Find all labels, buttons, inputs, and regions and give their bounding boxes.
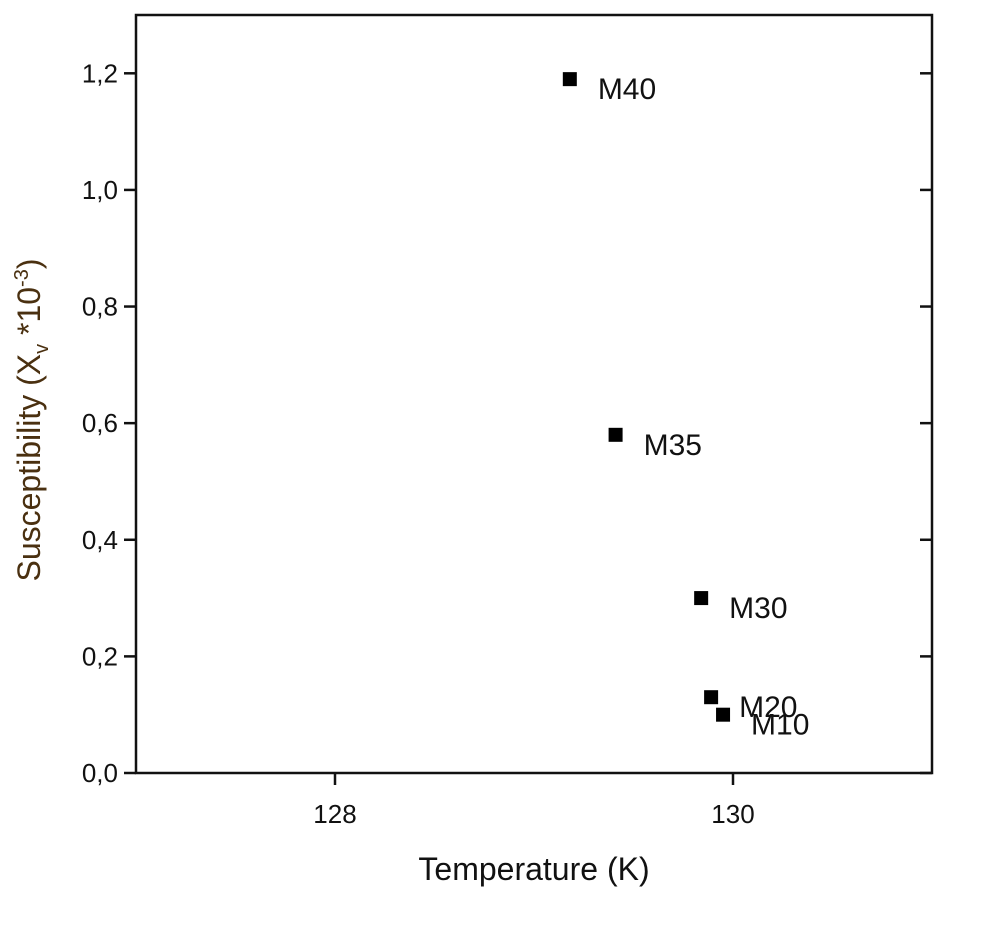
y-tick-label: 0,4 <box>82 525 118 555</box>
point-label: M35 <box>644 429 702 462</box>
point <box>562 72 577 87</box>
point-label: M10 <box>751 709 809 742</box>
point <box>694 591 709 606</box>
y-tick-label: 0,2 <box>82 641 118 671</box>
y-tick-label: 0,6 <box>82 408 118 438</box>
point <box>716 707 731 722</box>
point-label: M30 <box>729 592 787 625</box>
y-label-sup: -3 <box>11 269 33 287</box>
x-tick-label: 128 <box>313 799 356 829</box>
point-label: M20 <box>739 691 797 724</box>
y-tick-label: 0,8 <box>82 292 118 322</box>
y-label-text: Susceptibility (X <box>11 354 47 582</box>
point <box>608 427 623 442</box>
y-label-sub: v <box>31 344 53 354</box>
point-label: M40 <box>598 73 656 106</box>
y-label-mid: *10 <box>11 287 47 344</box>
y-tick-label: 1,0 <box>82 175 118 205</box>
x-axis-label: Temperature (K) <box>418 851 649 887</box>
y-axis-label: Susceptibility (Xv *10-3) <box>11 258 53 581</box>
x-tick-label: 130 <box>711 799 754 829</box>
plot-frame <box>134 13 934 775</box>
y-tick-label: 1,2 <box>82 58 118 88</box>
y-tick-label: 0,0 <box>82 758 118 788</box>
point <box>704 690 719 705</box>
y-label-end: ) <box>11 258 47 269</box>
